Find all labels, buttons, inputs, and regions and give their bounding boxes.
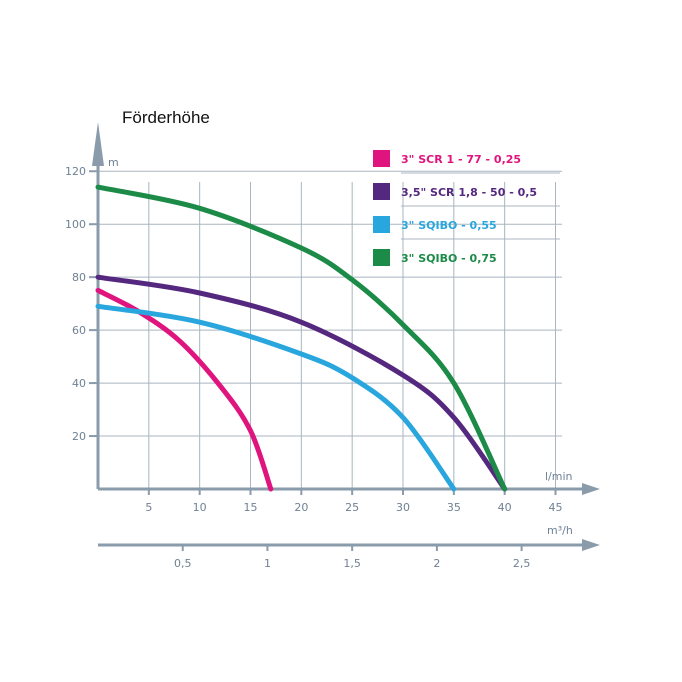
legend-swatch — [373, 216, 390, 233]
x2-tick-label: 2 — [433, 557, 440, 570]
y-tick-label: 60 — [72, 324, 86, 337]
legend: 3" SCR 1 - 77 - 0,25 3,5" SCR 1,8 - 50 - … — [373, 150, 560, 266]
y-tick-label: 80 — [72, 271, 86, 284]
legend-label: 3,5" SCR 1,8 - 50 - 0,5 — [401, 186, 537, 199]
series-line-4 — [95, 184, 508, 492]
x-tick-label: 10 — [193, 501, 207, 514]
x-tick-label: 25 — [345, 501, 359, 514]
legend-label: 3" SQIBO - 0,75 — [401, 252, 497, 265]
x2-tick-label: 1 — [264, 557, 271, 570]
x-tick-label: 15 — [244, 501, 258, 514]
legend-swatch — [373, 150, 390, 167]
series-line-3 — [95, 303, 457, 492]
x-tick-label: 40 — [498, 501, 512, 514]
x-tick-label: 30 — [396, 501, 410, 514]
x2-axis-label: m³/h — [547, 524, 573, 537]
y-axis-arrow — [92, 122, 104, 166]
legend-label: 3" SQIBO - 0,55 — [401, 219, 497, 232]
y-tick-label: 40 — [72, 377, 86, 390]
grid — [98, 170, 562, 489]
x-axis-label: l/min — [545, 470, 573, 483]
y-tick-label: 100 — [65, 218, 86, 231]
legend-swatch — [373, 249, 390, 266]
x-tick-label: 20 — [294, 501, 308, 514]
x2-tick-label: 1,5 — [343, 557, 361, 570]
x2-tick-label: 2,5 — [513, 557, 531, 570]
tick-labels: 20 40 60 80 100 120 5 10 15 20 25 30 35 40 45 0,5 1 1,5 2 2… — [65, 165, 563, 570]
y-tick-label: 120 — [65, 165, 86, 178]
legend-label: 3" SCR 1 - 77 - 0,25 — [401, 153, 521, 166]
x2-axis-arrow — [582, 539, 600, 551]
x-tick-label: 5 — [145, 501, 152, 514]
x2-tick-label: 0,5 — [174, 557, 192, 570]
y-tick-label: 20 — [72, 430, 86, 443]
chart-title: Förderhöhe — [122, 108, 210, 127]
series-line-2 — [95, 274, 508, 492]
x-tick-label: 35 — [447, 501, 461, 514]
series-lines — [95, 184, 508, 492]
x-axis-arrow — [582, 483, 600, 495]
x-tick-label: 45 — [549, 501, 563, 514]
legend-swatch — [373, 183, 390, 200]
y-axis-label: m — [108, 156, 119, 169]
